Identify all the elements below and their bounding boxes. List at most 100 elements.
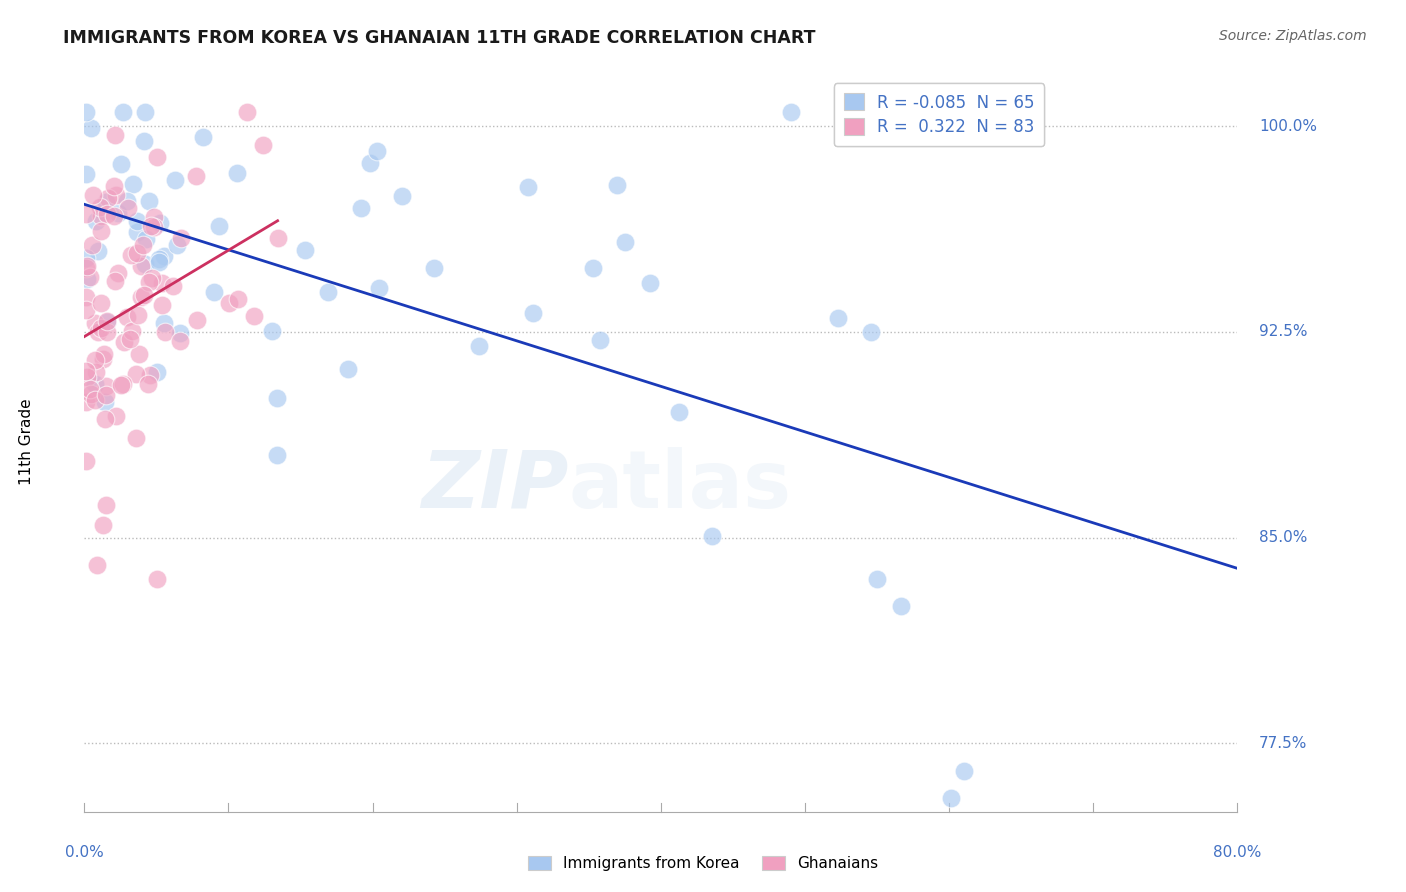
Text: 0.0%: 0.0% bbox=[65, 845, 104, 860]
Point bbox=[606, 178, 628, 193]
Point bbox=[170, 231, 193, 245]
Point bbox=[139, 368, 162, 383]
Point bbox=[96, 498, 118, 512]
Point bbox=[79, 269, 101, 284]
Point bbox=[266, 391, 288, 405]
Point bbox=[75, 303, 97, 318]
Point bbox=[110, 156, 132, 170]
Point bbox=[141, 270, 163, 285]
Point bbox=[169, 334, 191, 348]
Point bbox=[859, 325, 882, 339]
Point bbox=[134, 288, 156, 302]
Point bbox=[153, 325, 176, 339]
Point bbox=[75, 394, 97, 409]
Point bbox=[96, 195, 118, 210]
Point bbox=[142, 219, 165, 234]
Point bbox=[82, 188, 104, 202]
Point bbox=[103, 209, 125, 223]
Point bbox=[94, 412, 117, 426]
Point bbox=[90, 224, 112, 238]
Point bbox=[163, 173, 186, 187]
Point bbox=[125, 226, 148, 240]
Point bbox=[120, 248, 142, 262]
Text: atlas: atlas bbox=[568, 447, 792, 525]
Point bbox=[202, 285, 225, 300]
Point bbox=[242, 309, 264, 323]
Point bbox=[422, 260, 444, 275]
Point bbox=[516, 180, 538, 194]
Point bbox=[191, 130, 214, 145]
Point bbox=[82, 238, 104, 252]
Point bbox=[80, 121, 103, 136]
Point bbox=[614, 235, 637, 249]
Point bbox=[115, 310, 138, 324]
Point bbox=[953, 764, 976, 778]
Point bbox=[142, 211, 165, 225]
Point bbox=[104, 409, 127, 424]
Point bbox=[75, 364, 97, 378]
Point bbox=[90, 321, 112, 335]
Point bbox=[148, 255, 170, 269]
Point bbox=[96, 315, 118, 329]
Point bbox=[162, 279, 184, 293]
Point bbox=[131, 260, 153, 274]
Point bbox=[252, 137, 274, 152]
Point bbox=[131, 290, 153, 304]
Text: ZIP: ZIP bbox=[422, 447, 568, 525]
Point bbox=[75, 454, 97, 468]
Point bbox=[94, 388, 117, 402]
Point bbox=[148, 252, 170, 266]
Point bbox=[76, 259, 98, 273]
Legend: R = -0.085  N = 65, R =  0.322  N = 83: R = -0.085 N = 65, R = 0.322 N = 83 bbox=[834, 83, 1045, 146]
Point bbox=[83, 392, 105, 407]
Point bbox=[218, 296, 240, 310]
Point bbox=[890, 599, 912, 613]
Point bbox=[668, 405, 690, 419]
Point bbox=[84, 213, 107, 227]
Point bbox=[128, 346, 150, 360]
Point bbox=[467, 339, 489, 353]
Point bbox=[522, 306, 544, 320]
Point bbox=[150, 297, 173, 311]
Point bbox=[350, 201, 373, 215]
Point bbox=[700, 529, 723, 543]
Point bbox=[93, 347, 115, 361]
Point bbox=[93, 352, 115, 367]
Point bbox=[84, 376, 107, 391]
Point bbox=[112, 376, 135, 391]
Point bbox=[236, 105, 259, 120]
Point bbox=[86, 244, 108, 258]
Point bbox=[127, 308, 149, 322]
Point bbox=[97, 191, 120, 205]
Point bbox=[121, 177, 143, 191]
Point bbox=[76, 272, 98, 286]
Point bbox=[107, 206, 129, 220]
Point bbox=[136, 376, 159, 391]
Point bbox=[90, 296, 112, 310]
Point bbox=[150, 276, 173, 290]
Point bbox=[138, 194, 160, 208]
Text: IMMIGRANTS FROM KOREA VS GHANAIAN 11TH GRADE CORRELATION CHART: IMMIGRANTS FROM KOREA VS GHANAIAN 11TH G… bbox=[63, 29, 815, 46]
Point bbox=[134, 105, 156, 120]
Point bbox=[186, 313, 208, 327]
Point bbox=[75, 252, 97, 266]
Point bbox=[75, 207, 97, 221]
Point bbox=[827, 310, 849, 325]
Point bbox=[260, 324, 283, 338]
Point bbox=[91, 518, 114, 533]
Text: Source: ZipAtlas.com: Source: ZipAtlas.com bbox=[1219, 29, 1367, 43]
Point bbox=[316, 285, 339, 300]
Point bbox=[208, 219, 231, 233]
Text: 80.0%: 80.0% bbox=[1213, 845, 1261, 860]
Point bbox=[588, 333, 610, 347]
Point bbox=[166, 237, 188, 252]
Point bbox=[79, 382, 101, 396]
Text: 11th Grade: 11th Grade bbox=[18, 398, 34, 485]
Point bbox=[117, 194, 139, 209]
Point bbox=[139, 219, 162, 233]
Point bbox=[581, 261, 603, 276]
Point bbox=[146, 150, 169, 164]
Text: 85.0%: 85.0% bbox=[1258, 530, 1308, 545]
Point bbox=[134, 257, 156, 271]
Point bbox=[110, 377, 132, 392]
